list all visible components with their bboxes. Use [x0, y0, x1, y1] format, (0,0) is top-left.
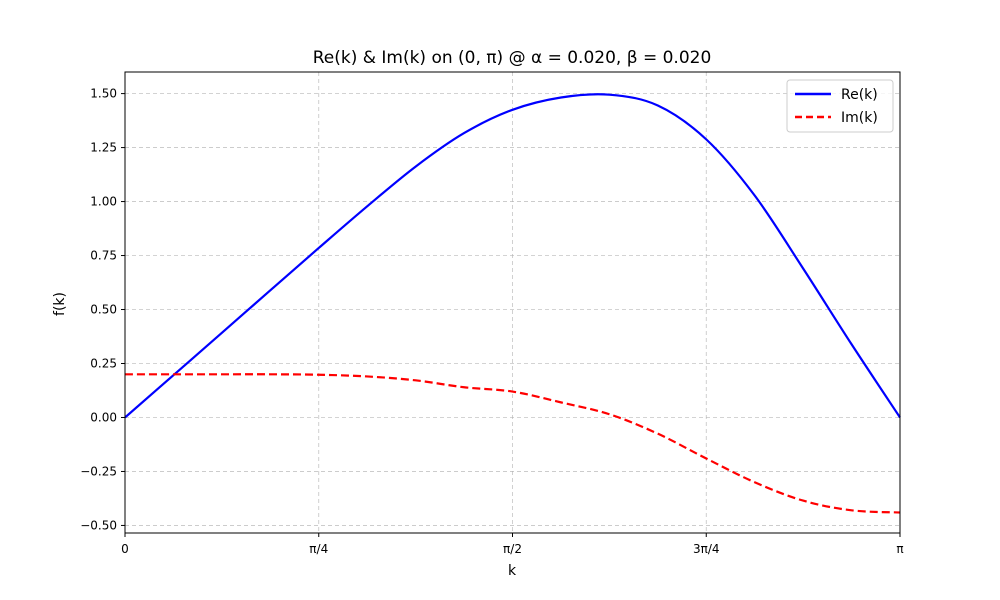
x-ticks: 0 π/4 π/2 3π/4 π: [121, 533, 904, 556]
x-tick-label: 3π/4: [693, 542, 720, 556]
y-tick-label: 1.00: [90, 195, 117, 209]
x-tick-label: π: [896, 542, 903, 556]
x-tick-label: π/4: [309, 542, 328, 556]
y-tick-label: −0.25: [80, 464, 117, 478]
legend: Re(k) Im(k): [786, 79, 894, 133]
y-tick-label: 0.50: [90, 303, 117, 317]
x-axis-label: k: [508, 563, 517, 579]
y-tick-label: −0.50: [80, 518, 117, 532]
y-axis-label: f(k): [52, 292, 68, 316]
y-tick-label: 1.25: [90, 141, 117, 155]
plot-lines: [124, 93, 901, 514]
y-tick-label: 0.25: [90, 356, 117, 370]
legend-label-im: Im(k): [841, 110, 878, 126]
legend-label-re: Re(k): [841, 87, 878, 103]
y-tick-label: 0.00: [90, 410, 117, 424]
grid: [124, 72, 901, 533]
series-line-re: [124, 93, 901, 419]
x-tick-label: π/2: [503, 542, 522, 556]
y-ticks: −0.50 −0.25 0.00 0.25 0.50 0.75 1.00 1.25 1.50: [80, 87, 125, 532]
chart-title: Re(k) & Im(k) on (0, π) @ α = 0.020, β =…: [313, 48, 712, 68]
y-tick-label: 1.50: [90, 87, 117, 101]
series-line-im: [125, 373, 901, 514]
x-tick-label: 0: [121, 542, 129, 556]
y-tick-label: 0.75: [90, 249, 117, 263]
